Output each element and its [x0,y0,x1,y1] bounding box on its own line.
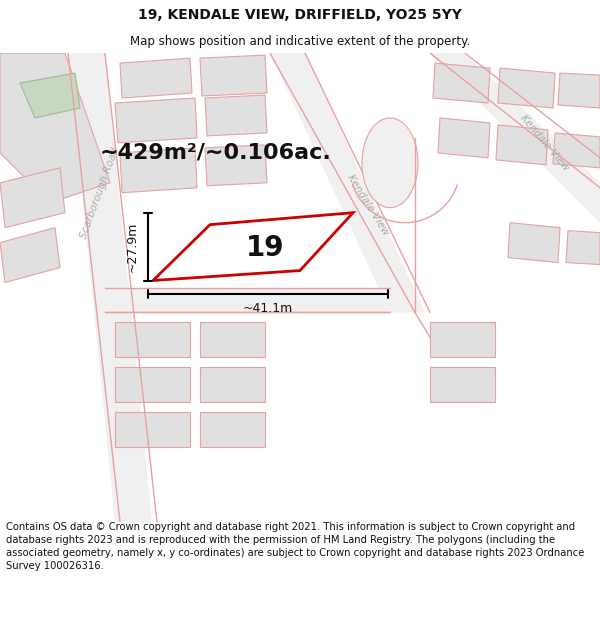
Polygon shape [200,368,265,402]
Polygon shape [205,95,267,136]
Polygon shape [553,133,600,168]
Polygon shape [362,118,418,208]
Polygon shape [20,73,80,118]
Polygon shape [496,125,548,165]
Polygon shape [270,53,425,312]
Polygon shape [200,55,267,96]
Text: 19: 19 [246,234,284,262]
Polygon shape [115,322,190,357]
Polygon shape [0,228,60,282]
Polygon shape [0,53,110,202]
Polygon shape [438,118,490,158]
Polygon shape [498,68,555,108]
Text: Map shows position and indicative extent of the property.: Map shows position and indicative extent… [130,35,470,48]
Polygon shape [120,58,192,98]
Text: ~429m²/~0.106ac.: ~429m²/~0.106ac. [99,143,331,163]
Polygon shape [115,98,197,143]
Polygon shape [115,368,190,402]
Text: Kendale View: Kendale View [519,113,571,173]
Polygon shape [0,168,65,228]
Text: Contains OS data © Crown copyright and database right 2021. This information is : Contains OS data © Crown copyright and d… [6,522,584,571]
Text: Kendale View: Kendale View [345,173,391,237]
Polygon shape [433,63,490,103]
Polygon shape [200,412,265,447]
Polygon shape [558,73,600,108]
Text: ~41.1m: ~41.1m [243,302,293,315]
Text: 19, KENDALE VIEW, DRIFFIELD, YO25 5YY: 19, KENDALE VIEW, DRIFFIELD, YO25 5YY [138,8,462,22]
Polygon shape [153,213,353,281]
Polygon shape [205,145,267,186]
Polygon shape [120,148,197,192]
Polygon shape [115,412,190,447]
Polygon shape [105,288,390,312]
Polygon shape [430,322,495,357]
Polygon shape [68,53,152,522]
Text: ~27.9m: ~27.9m [125,221,139,272]
Polygon shape [200,322,265,357]
Polygon shape [430,368,495,402]
Polygon shape [508,222,560,262]
Polygon shape [430,53,600,222]
Polygon shape [566,231,600,264]
Text: Scarborough Road: Scarborough Road [79,146,121,240]
